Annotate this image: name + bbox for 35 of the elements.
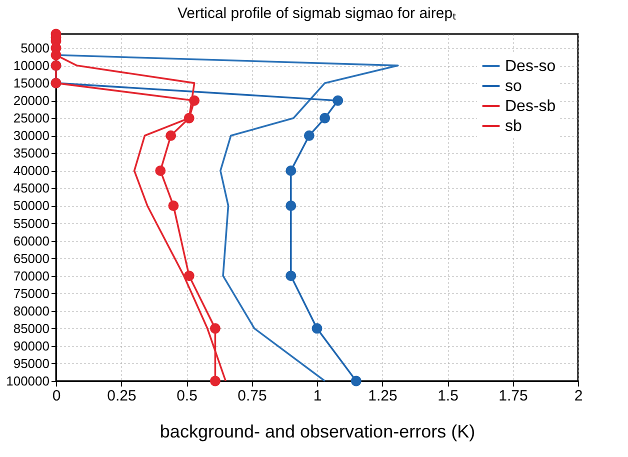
legend-label: so: [505, 78, 522, 95]
x-tick-label: 1: [313, 388, 322, 404]
y-tick-label: 70000: [13, 268, 50, 284]
y-tick-label: 50000: [13, 198, 50, 214]
y-tick-label: 65000: [13, 250, 50, 266]
x-tick-label: 0.5: [176, 388, 198, 404]
chart-title: Vertical profile of sigmab sigmao for airepₜ: [177, 4, 457, 22]
y-tick-label: 5000: [20, 40, 50, 56]
x-tick-label: 2: [574, 388, 583, 404]
legend-label: Des-so: [505, 58, 556, 75]
x-tick-label: 1.5: [438, 388, 458, 404]
y-tick-label: 80000: [13, 303, 50, 318]
y-tick-label: 25000: [13, 110, 50, 126]
y-tick-label: 85000: [13, 320, 50, 336]
legend-label: Des-sb: [505, 98, 556, 115]
x-tick-label: 0: [52, 388, 61, 404]
y-tick-label: 30000: [13, 128, 50, 144]
y-tick-label: 60000: [13, 233, 50, 248]
y-tick-label: 40000: [13, 163, 50, 178]
y-tick-label: 55000: [13, 216, 50, 231]
y-tick-label: 45000: [13, 180, 50, 196]
y-tick-label: 35000: [13, 146, 50, 161]
y-tick-label: 75000: [13, 286, 50, 301]
x-tick-label: 0.25: [107, 388, 136, 404]
x-tick-label: 1.75: [498, 388, 528, 404]
y-tick-label: 90000: [13, 338, 50, 354]
y-tick-label: 100000: [6, 374, 50, 388]
y-tick-label: 95000: [13, 356, 50, 371]
y-tick-label: 15000: [13, 76, 50, 91]
x-tick-label: 1.25: [368, 388, 398, 404]
x-tick-label: 0.75: [238, 388, 267, 404]
legend-label: sb: [505, 118, 522, 135]
x-axis-title: background- and observation-errors (K): [160, 422, 476, 442]
y-tick-label: 20000: [13, 93, 50, 108]
y-tick-label: 10000: [13, 58, 50, 74]
